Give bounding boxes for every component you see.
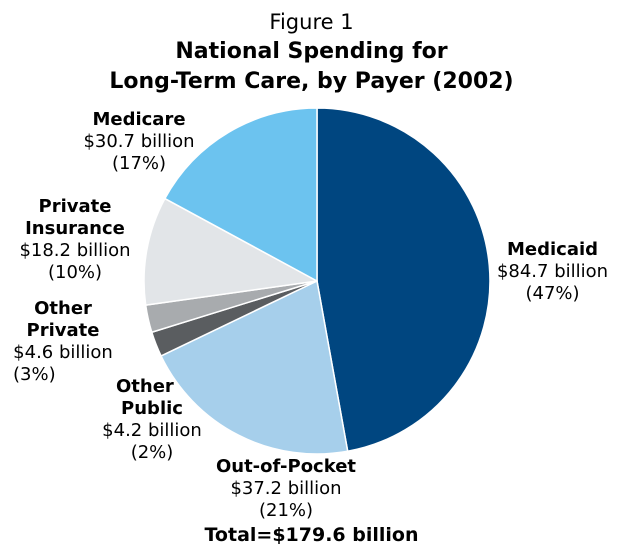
slice-label-medicare: Medicare $30.7 billion (17%) [64, 109, 214, 175]
slice-percent-medicare: (17%) [111, 153, 167, 174]
pie-slice-medicare [164, 107, 318, 282]
slice-value-other-private: $4.6 billion [13, 342, 113, 363]
pie-slice-out-of-pocket [160, 280, 349, 455]
slice-name-other-public-1: Other [116, 376, 174, 397]
slice-label-medicaid: Medicaid $84.7 billion (47%) [490, 239, 615, 305]
slice-label-private-insurance: Private Insurance $18.2 billion (10%) [0, 196, 150, 284]
slice-value-out-of-pocket: $37.2 billion [230, 478, 342, 499]
slice-label-out-of-pocket: Out-of-Pocket $37.2 billion (21%) [196, 456, 376, 522]
figure-label: Figure 1 [269, 10, 354, 34]
slice-value-medicare: $30.7 billion [83, 131, 195, 152]
chart-title-line-2: Long-Term Care, by Payer (2002) [109, 69, 514, 94]
slice-value-other-public: $4.2 billion [102, 420, 202, 441]
slice-name-out-of-pocket: Out-of-Pocket [215, 456, 357, 477]
total-label: Total=$179.6 billion [204, 524, 419, 546]
slice-name-other-private-2: Private [26, 320, 100, 341]
slice-name-private-insurance-1: Private [38, 196, 112, 217]
slice-percent-medicaid: (47%) [525, 283, 580, 304]
slice-percent-out-of-pocket: (21%) [258, 500, 314, 521]
slice-value-private-insurance: $18.2 billion [19, 240, 131, 261]
slice-value-medicaid: $84.7 billion [496, 261, 609, 282]
slice-name-private-insurance-2: Insurance [25, 218, 125, 239]
slice-name-other-private-1: Other [34, 298, 92, 319]
chart-title-line-1: National Spending for [175, 39, 448, 64]
slice-label-other-public: Other Public $4.2 billion (2%) [98, 376, 206, 464]
slice-label-other-private: Other Private $4.6 billion (3%) [3, 298, 123, 386]
slice-name-other-public-2: Public [121, 398, 183, 419]
pie-slice-private-insurance [143, 197, 318, 306]
pie-slice-medicaid [316, 107, 491, 452]
slice-percent-private-insurance: (10%) [47, 262, 103, 283]
slice-name-medicare: Medicare [92, 109, 186, 130]
slice-percent-other-public: (2%) [130, 442, 174, 463]
slice-name-medicaid: Medicaid [506, 239, 599, 260]
slice-percent-other-private: (3%) [13, 364, 56, 385]
